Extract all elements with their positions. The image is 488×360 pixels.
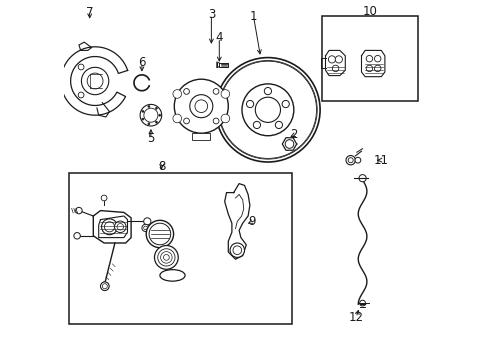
- Circle shape: [104, 222, 114, 232]
- Circle shape: [143, 108, 158, 122]
- Circle shape: [81, 67, 108, 95]
- Circle shape: [155, 107, 157, 109]
- Circle shape: [215, 58, 320, 162]
- Circle shape: [147, 105, 150, 108]
- Circle shape: [183, 89, 189, 94]
- Circle shape: [158, 249, 175, 266]
- Circle shape: [195, 100, 207, 113]
- Text: 5: 5: [147, 132, 154, 145]
- Circle shape: [347, 158, 352, 163]
- Circle shape: [143, 218, 151, 225]
- Circle shape: [358, 175, 366, 182]
- Circle shape: [242, 84, 293, 136]
- Circle shape: [158, 114, 161, 116]
- Circle shape: [174, 79, 228, 133]
- Circle shape: [328, 56, 335, 63]
- Circle shape: [213, 118, 219, 124]
- Text: 3: 3: [207, 8, 215, 21]
- Circle shape: [78, 64, 84, 70]
- Circle shape: [147, 123, 150, 125]
- Circle shape: [359, 300, 365, 306]
- Circle shape: [282, 100, 289, 108]
- Text: 1: 1: [249, 10, 257, 23]
- Circle shape: [253, 121, 260, 129]
- Circle shape: [255, 97, 280, 122]
- Circle shape: [221, 90, 229, 98]
- Circle shape: [232, 246, 241, 255]
- Circle shape: [76, 207, 82, 214]
- Circle shape: [218, 60, 317, 159]
- Circle shape: [366, 55, 372, 62]
- Circle shape: [163, 255, 169, 260]
- Circle shape: [275, 121, 282, 129]
- Circle shape: [78, 92, 84, 98]
- Circle shape: [140, 104, 162, 126]
- Circle shape: [160, 252, 172, 263]
- Circle shape: [246, 100, 253, 108]
- Circle shape: [143, 226, 147, 230]
- Text: 2: 2: [290, 129, 297, 141]
- Circle shape: [146, 220, 173, 248]
- Circle shape: [213, 89, 219, 94]
- Text: 12: 12: [348, 311, 363, 324]
- Circle shape: [101, 282, 109, 291]
- Circle shape: [142, 224, 149, 231]
- Circle shape: [154, 246, 178, 269]
- Circle shape: [114, 221, 126, 233]
- Circle shape: [285, 140, 293, 148]
- Circle shape: [219, 61, 316, 158]
- Circle shape: [189, 95, 212, 118]
- Circle shape: [117, 224, 123, 230]
- Circle shape: [332, 65, 338, 72]
- Ellipse shape: [160, 270, 185, 281]
- Bar: [192, 133, 210, 140]
- Circle shape: [101, 195, 107, 201]
- Circle shape: [142, 118, 143, 120]
- Circle shape: [102, 284, 107, 289]
- Bar: [321, 16, 418, 101]
- Circle shape: [74, 233, 80, 239]
- Text: 6: 6: [138, 57, 145, 69]
- Text: 9: 9: [248, 215, 256, 228]
- Circle shape: [374, 55, 380, 62]
- Circle shape: [102, 219, 117, 235]
- Circle shape: [87, 73, 103, 89]
- Circle shape: [264, 87, 271, 95]
- Circle shape: [173, 114, 181, 123]
- Bar: [69, 173, 291, 324]
- Circle shape: [173, 90, 181, 98]
- Circle shape: [366, 65, 372, 72]
- Circle shape: [374, 65, 380, 72]
- Circle shape: [221, 114, 229, 123]
- Circle shape: [230, 243, 244, 257]
- Circle shape: [183, 118, 189, 124]
- Text: 8: 8: [158, 160, 165, 173]
- Circle shape: [155, 121, 157, 123]
- Circle shape: [346, 156, 355, 165]
- Circle shape: [335, 56, 342, 63]
- Text: 4: 4: [215, 31, 223, 44]
- Circle shape: [142, 110, 143, 112]
- Text: 10: 10: [362, 5, 377, 18]
- Text: 7: 7: [86, 6, 93, 19]
- Circle shape: [149, 223, 170, 245]
- Text: 11: 11: [373, 154, 388, 167]
- Circle shape: [354, 157, 360, 163]
